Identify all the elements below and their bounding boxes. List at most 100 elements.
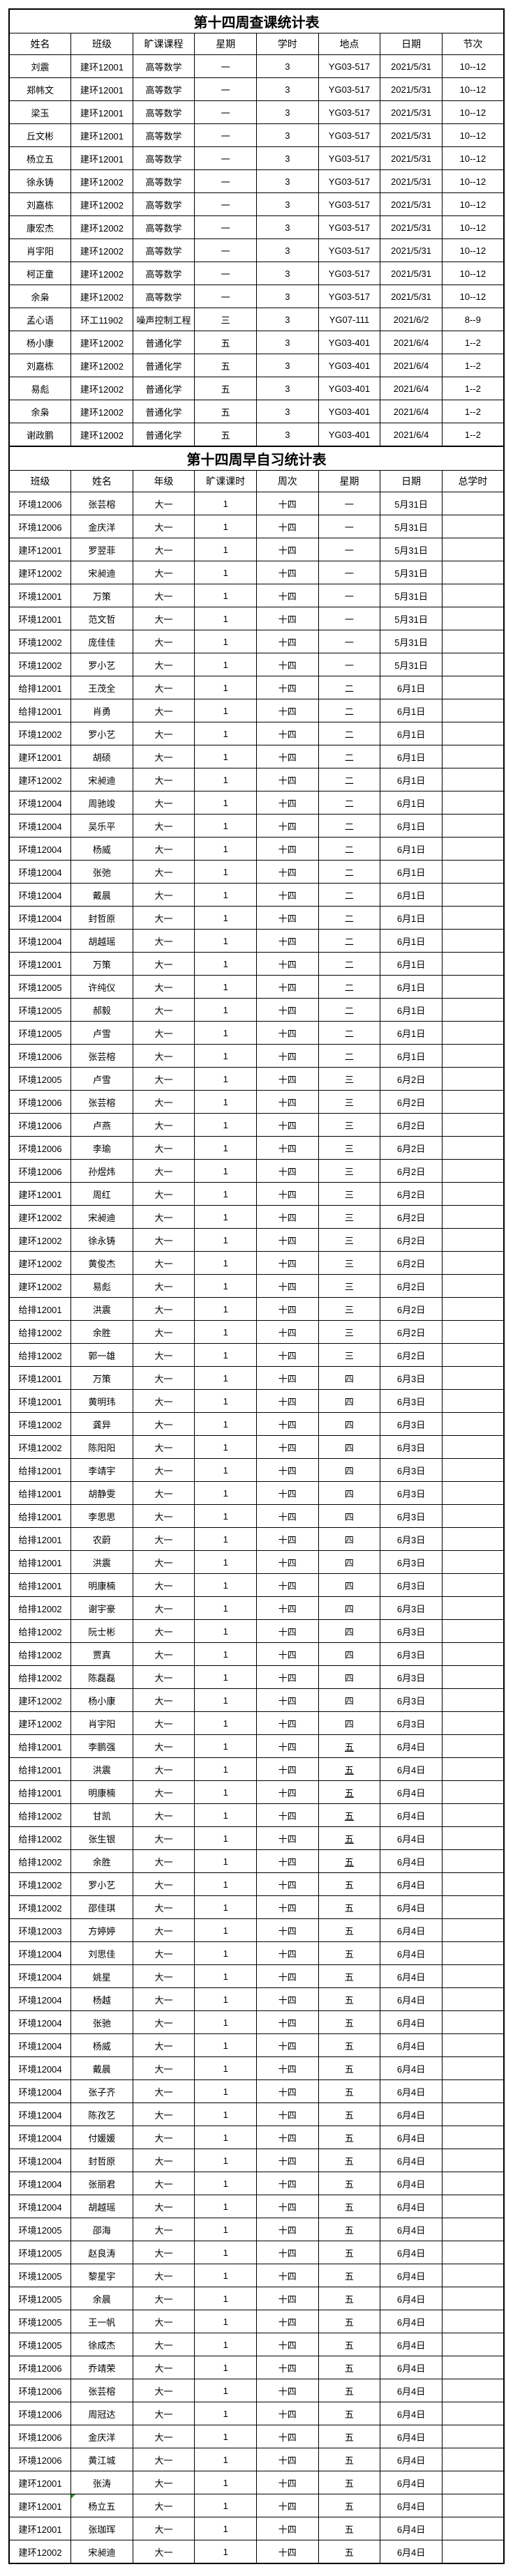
table-cell: 10--12 [441, 262, 505, 285]
table-cell: 大一 [132, 2517, 195, 2540]
table-cell: 明康楠 [70, 1573, 133, 1597]
table-cell: 环境12004 [8, 1987, 72, 2011]
table-cell: 建环12001 [8, 538, 72, 561]
table-cell: 1 [194, 975, 257, 999]
table-cell: 环境12002 [8, 1872, 72, 1896]
table-cell: 张生银 [70, 1826, 133, 1850]
table-cell: 6月4日 [380, 2172, 443, 2195]
table-cell: 五 [318, 1941, 381, 1965]
table-cell [441, 1849, 505, 1873]
table-cell: 大一 [132, 860, 195, 884]
table-cell [441, 630, 505, 653]
table-cell: 大一 [132, 1320, 195, 1344]
table-cell: 6月4日 [380, 2287, 443, 2310]
table-cell [441, 492, 505, 515]
table-cell: 1 [194, 2287, 257, 2310]
morning-study-table: 第十四周早自习统计表 班级 姓名 年级 旷课课时 周次 星期 日期 总学时 环境12006 张芸… [8, 446, 505, 2564]
table-cell: 8--9 [441, 308, 505, 331]
table-cell: 6月4日 [380, 2448, 443, 2471]
table-cell [441, 2379, 505, 2402]
table-cell: 大一 [132, 1619, 195, 1643]
table-cell: 10--12 [441, 54, 505, 78]
table-cell: 宋昶迪 [70, 768, 133, 791]
table-cell: 三 [194, 308, 257, 331]
table-cell [441, 1803, 505, 1827]
column-header: 日期 [380, 470, 443, 492]
table-row: 徐永铸 建环12002 高等数学一 3 YG03-517 2021/5/31 10--12 [8, 169, 505, 193]
table-cell: 建环12002 [70, 285, 133, 308]
table-cell: 10--12 [441, 215, 505, 239]
table-cell: 贾真 [70, 1642, 133, 1666]
table-cell: 大一 [132, 1067, 195, 1091]
table-cell: 1 [194, 1964, 257, 1988]
table-cell: 十四 [256, 837, 319, 861]
table-cell: 给排12001 [8, 1504, 72, 1528]
table-cell: YG03-401 [318, 331, 381, 354]
table-cell: 五 [318, 2079, 381, 2103]
table-cell: 3 [256, 262, 319, 285]
table-cell: 1 [194, 2103, 257, 2126]
table-cell: 二 [318, 722, 381, 745]
table-row: 环境12002 罗小艺 大一 1 十四二 6月1日 [8, 722, 505, 745]
table-row: 环境12004 封哲原 大一 1 十四五 6月4日 [8, 2149, 505, 2172]
table-cell: 6月4日 [380, 2356, 443, 2379]
table-cell: 十四 [256, 1642, 319, 1666]
column-header: 旷课课程 [132, 33, 195, 55]
table-cell: 十四 [256, 2149, 319, 2172]
table-cell: 四 [318, 1550, 381, 1574]
table-cell: 3 [256, 54, 319, 78]
table-cell: 乔靖荣 [70, 2356, 133, 2379]
table-cell: 6月3日 [380, 1366, 443, 1390]
table-cell: 6月3日 [380, 1504, 443, 1528]
table-cell: YG03-517 [318, 54, 381, 78]
table-cell [441, 1343, 505, 1367]
table-cell [441, 561, 505, 584]
table-cell: 2021/5/31 [380, 100, 443, 124]
table-cell: 张子齐 [70, 2079, 133, 2103]
table-cell: 五 [318, 2172, 381, 2195]
table-cell: YG07-111 [318, 308, 381, 331]
table-cell: 1 [194, 906, 257, 930]
table-cell: 3 [256, 400, 319, 423]
table-cell: 戴晨 [70, 2056, 133, 2080]
table-cell: 二 [318, 952, 381, 976]
table-cell: 十四 [256, 538, 319, 561]
table-cell: 6月2日 [380, 1228, 443, 1252]
table-cell: 十四 [256, 1688, 319, 1712]
table-row: 建环12002 杨小康 大一 1 十四四 6月3日 [8, 1688, 505, 1712]
table-cell: 十四 [256, 1435, 319, 1459]
table-cell: 周冠达 [70, 2402, 133, 2425]
table-cell: 建环12001 [70, 77, 133, 101]
table-cell [441, 1573, 505, 1597]
table-cell: 十四 [256, 2103, 319, 2126]
table-cell: 1 [194, 1665, 257, 1689]
table-cell: 郭一雄 [70, 1343, 133, 1367]
table-cell: 1 [194, 2149, 257, 2172]
column-header: 年级 [132, 470, 195, 492]
table-cell: 大一 [132, 2264, 195, 2287]
table-cell: 建环12002 [70, 377, 133, 400]
table-cell: 1 [194, 1090, 257, 1114]
table-cell: 陈阳阳 [70, 1435, 133, 1459]
table-cell: 6月3日 [380, 1642, 443, 1666]
table-cell: 十四 [256, 1021, 319, 1045]
table-cell: 2021/6/4 [380, 400, 443, 423]
table-row: 环境12005 徐成杰 大一 1 十四五 6月4日 [8, 2333, 505, 2356]
table-cell: 1 [194, 1228, 257, 1252]
table-cell: 张驰 [70, 2010, 133, 2034]
table-cell: 周驰竣 [70, 791, 133, 815]
table-cell: 陈磊磊 [70, 1665, 133, 1689]
table-cell: 三 [318, 1274, 381, 1298]
column-header: 日期 [380, 33, 443, 55]
table-cell: 大一 [132, 607, 195, 630]
table-cell: 1 [194, 1159, 257, 1183]
table-cell: 大一 [132, 1642, 195, 1666]
table-cell: 郝毅 [70, 998, 133, 1022]
table-cell: 1 [194, 791, 257, 815]
table-cell: 十四 [256, 584, 319, 607]
table-row: 给排12002 郭一雄 大一 1 十四三 6月2日 [8, 1343, 505, 1367]
table-cell: 大一 [132, 906, 195, 930]
table-cell: 6月4日 [380, 2540, 443, 2564]
table-cell: 6月4日 [380, 2149, 443, 2172]
table-cell [441, 837, 505, 861]
